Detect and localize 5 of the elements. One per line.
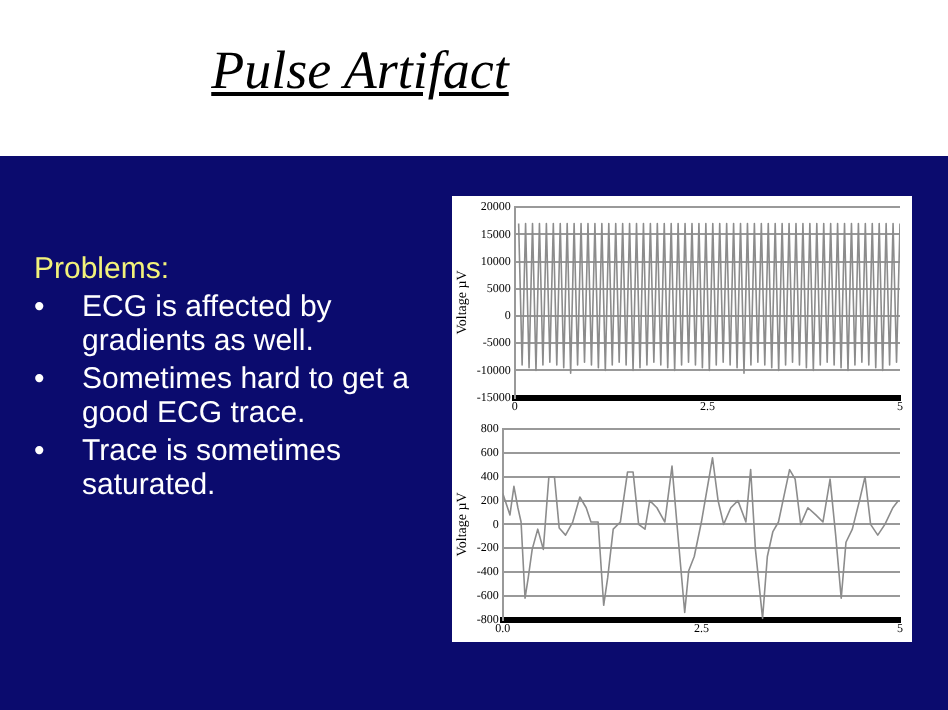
text: • Sometimes hard to get a good ECG trace. — [34, 362, 409, 430]
text: Problems: — [34, 252, 172, 286]
text: • Trace is sometimes saturated. — [34, 434, 341, 502]
text: • ECG is affected by gradients as well. — [34, 290, 332, 358]
text: Pulse Artifact — [209, 40, 512, 102]
